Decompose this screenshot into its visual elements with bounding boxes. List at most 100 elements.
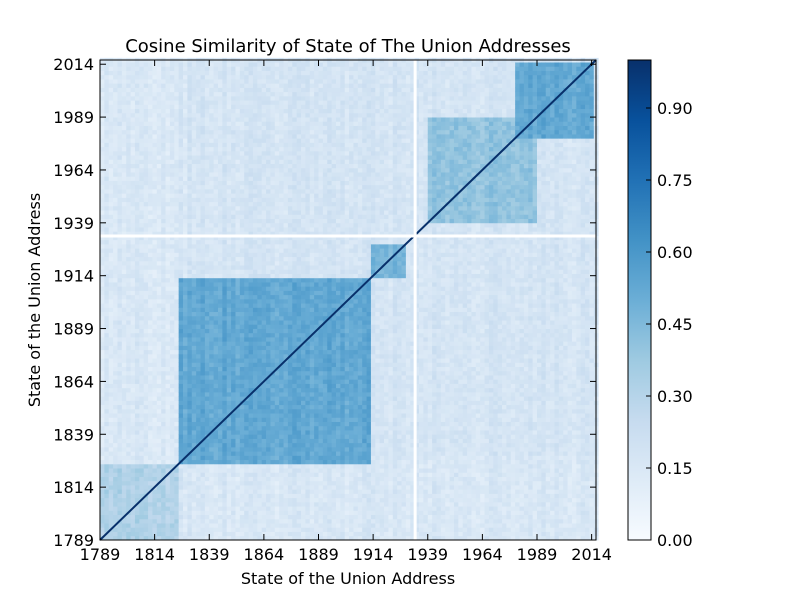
heatmap-cell xyxy=(222,222,228,228)
heatmap-cell xyxy=(174,328,180,334)
heatmap-cell xyxy=(156,345,162,351)
heatmap-cell xyxy=(222,531,228,537)
heatmap-cell xyxy=(239,201,245,207)
heatmap-cell xyxy=(244,345,249,351)
heatmap-cell xyxy=(156,294,162,300)
heatmap-cell xyxy=(266,239,271,245)
heatmap-cell xyxy=(161,370,166,376)
heatmap-cell xyxy=(283,159,289,165)
heatmap-cell xyxy=(165,163,171,169)
heatmap-cell xyxy=(121,180,127,186)
heatmap-cell xyxy=(183,408,188,414)
heatmap-cell xyxy=(130,497,136,503)
heatmap-cell xyxy=(169,421,175,427)
heatmap-cell xyxy=(279,332,284,338)
heatmap-cell xyxy=(200,328,206,334)
heatmap-cell xyxy=(279,324,284,329)
heatmap-cell xyxy=(204,417,210,422)
heatmap-cell xyxy=(104,252,110,258)
heatmap-cell xyxy=(100,150,105,156)
heatmap-cell xyxy=(244,493,249,499)
heatmap-cell xyxy=(183,370,188,376)
heatmap-cell xyxy=(204,379,210,384)
heatmap-cell xyxy=(161,104,166,110)
heatmap-cell xyxy=(226,197,232,203)
heatmap-cell xyxy=(139,180,145,186)
heatmap-cell xyxy=(248,155,254,160)
heatmap-cell xyxy=(244,167,249,173)
heatmap-cell xyxy=(226,501,232,507)
heatmap-cell xyxy=(130,201,136,207)
heatmap-cell xyxy=(156,408,162,414)
heatmap-cell xyxy=(196,79,201,84)
heatmap-cell xyxy=(204,485,210,490)
heatmap-cell xyxy=(279,425,284,431)
heatmap-cell xyxy=(108,243,114,249)
heatmap-cell xyxy=(261,345,267,351)
heatmap-cell xyxy=(226,214,232,219)
heatmap-cell xyxy=(169,463,175,469)
heatmap-cell xyxy=(130,294,136,300)
heatmap-cell xyxy=(104,150,110,156)
heatmap-cell xyxy=(274,193,280,198)
heatmap-cell xyxy=(121,489,127,494)
heatmap-cell xyxy=(283,167,289,173)
heatmap-cell xyxy=(134,531,140,537)
heatmap-cell xyxy=(204,273,210,279)
heatmap-cell xyxy=(235,286,241,291)
heatmap-cell xyxy=(204,286,210,291)
heatmap-cell xyxy=(130,104,136,110)
heatmap-cell xyxy=(266,205,271,211)
heatmap-cell xyxy=(217,282,223,287)
heatmap-cell xyxy=(100,400,105,406)
heatmap-cell xyxy=(117,155,123,160)
heatmap-cell xyxy=(209,239,215,245)
heatmap-cell xyxy=(169,311,175,317)
heatmap-cell xyxy=(148,121,153,126)
heatmap-cell xyxy=(270,150,276,156)
heatmap-cell xyxy=(169,408,175,414)
heatmap-cell xyxy=(222,129,228,135)
heatmap-cell xyxy=(287,413,293,418)
heatmap-cell xyxy=(139,70,145,76)
heatmap-cell xyxy=(156,434,162,439)
heatmap-cell xyxy=(126,531,131,537)
heatmap-cell xyxy=(200,307,206,313)
heatmap-cell xyxy=(248,510,254,516)
heatmap-cell xyxy=(178,442,184,448)
heatmap-cell xyxy=(248,273,254,279)
heatmap-cell xyxy=(279,480,284,486)
heatmap-cell xyxy=(139,269,145,274)
heatmap-cell xyxy=(191,345,197,351)
heatmap-cell xyxy=(121,510,127,516)
heatmap-cell xyxy=(248,345,254,351)
heatmap-cell xyxy=(161,290,166,296)
heatmap-cell xyxy=(104,375,110,380)
heatmap-cell xyxy=(235,66,241,71)
heatmap-cell xyxy=(191,451,197,456)
heatmap-cell xyxy=(139,252,145,258)
heatmap-cell xyxy=(148,362,153,368)
heatmap-cell xyxy=(248,307,254,313)
heatmap-cell xyxy=(130,362,136,368)
heatmap-cell xyxy=(222,104,228,110)
heatmap-cell xyxy=(152,150,158,156)
heatmap-cell xyxy=(165,155,171,160)
heatmap-cell xyxy=(187,62,193,67)
heatmap-cell xyxy=(235,104,241,110)
heatmap-cell xyxy=(231,290,236,296)
heatmap-cell xyxy=(266,231,271,236)
heatmap-cell xyxy=(178,438,184,444)
heatmap-cell xyxy=(139,121,145,126)
heatmap-cell xyxy=(244,362,249,368)
heatmap-cell xyxy=(196,485,201,490)
heatmap-cell xyxy=(108,184,114,190)
heatmap-cell xyxy=(257,408,263,414)
heatmap-cell xyxy=(108,387,114,393)
heatmap-cell xyxy=(178,493,184,499)
heatmap-cell xyxy=(121,472,127,477)
heatmap-cell xyxy=(257,307,263,313)
heatmap-cell xyxy=(231,70,236,76)
heatmap-cell xyxy=(209,142,215,148)
heatmap-cell xyxy=(134,404,140,410)
